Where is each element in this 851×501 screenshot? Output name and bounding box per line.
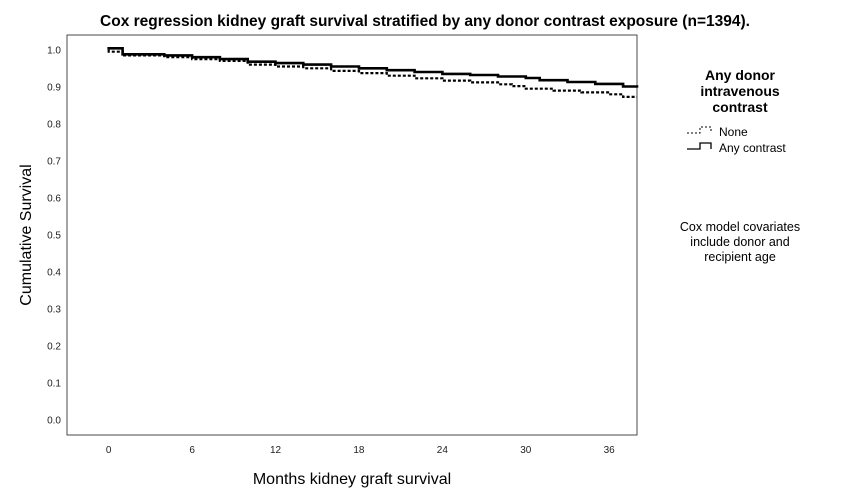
- y-axis: 0.0 0.1 0.2 0.3 0.4 0.5 0.6 0.7 0.8 0.9 1.0: [47, 45, 61, 426]
- legend-title-line-2: intravenous: [700, 83, 780, 99]
- y-tick-label: 0.1: [47, 379, 61, 390]
- y-tick-label: 0.4: [47, 268, 61, 279]
- x-axis: 0 6 12 18 24 30 36: [106, 445, 615, 456]
- x-tick-label: 6: [189, 445, 195, 456]
- y-tick-label: 0.0: [47, 416, 61, 427]
- legend-label-any-contrast: Any contrast: [719, 141, 786, 155]
- y-tick-label: 0.3: [47, 305, 61, 316]
- y-axis-label: Cumulative Survival: [18, 164, 35, 305]
- legend-title-line-3: contrast: [712, 99, 768, 115]
- y-tick-label: 0.5: [47, 231, 61, 242]
- x-tick-label: 12: [270, 445, 282, 456]
- y-tick-label: 0.2: [47, 342, 61, 353]
- series-layer: [107, 47, 639, 98]
- legend: Any donor intravenous contrast None Any …: [687, 67, 786, 155]
- x-tick-label: 0: [106, 445, 112, 456]
- x-axis-label: Months kidney graft survival: [253, 471, 451, 488]
- x-tick-label: 18: [353, 445, 365, 456]
- x-tick-label: 36: [604, 445, 616, 456]
- chart-title: Cox regression kidney graft survival str…: [100, 13, 750, 30]
- legend-swatch-any-contrast: [687, 142, 712, 150]
- y-tick-label: 0.7: [47, 156, 61, 167]
- y-tick-label: 0.8: [47, 119, 61, 130]
- y-tick-label: 0.9: [47, 82, 61, 93]
- plot-frame: [66, 34, 638, 436]
- x-tick-label: 30: [520, 445, 532, 456]
- note-line-2: include donor and: [690, 235, 789, 249]
- legend-title-line-1: Any donor: [705, 67, 776, 83]
- note-line-3: recipient age: [704, 250, 776, 264]
- legend-swatch-none: [687, 126, 712, 134]
- y-tick-label: 0.6: [47, 193, 61, 204]
- x-tick-label: 24: [437, 445, 449, 456]
- covariates-note: Cox model covariates include donor and r…: [680, 220, 800, 264]
- survival-curve-none: [107, 49, 637, 98]
- legend-label-none: None: [719, 125, 748, 139]
- y-tick-label: 1.0: [47, 45, 61, 56]
- note-line-1: Cox model covariates: [680, 220, 800, 234]
- survival-curve-any-contrast: [107, 47, 639, 88]
